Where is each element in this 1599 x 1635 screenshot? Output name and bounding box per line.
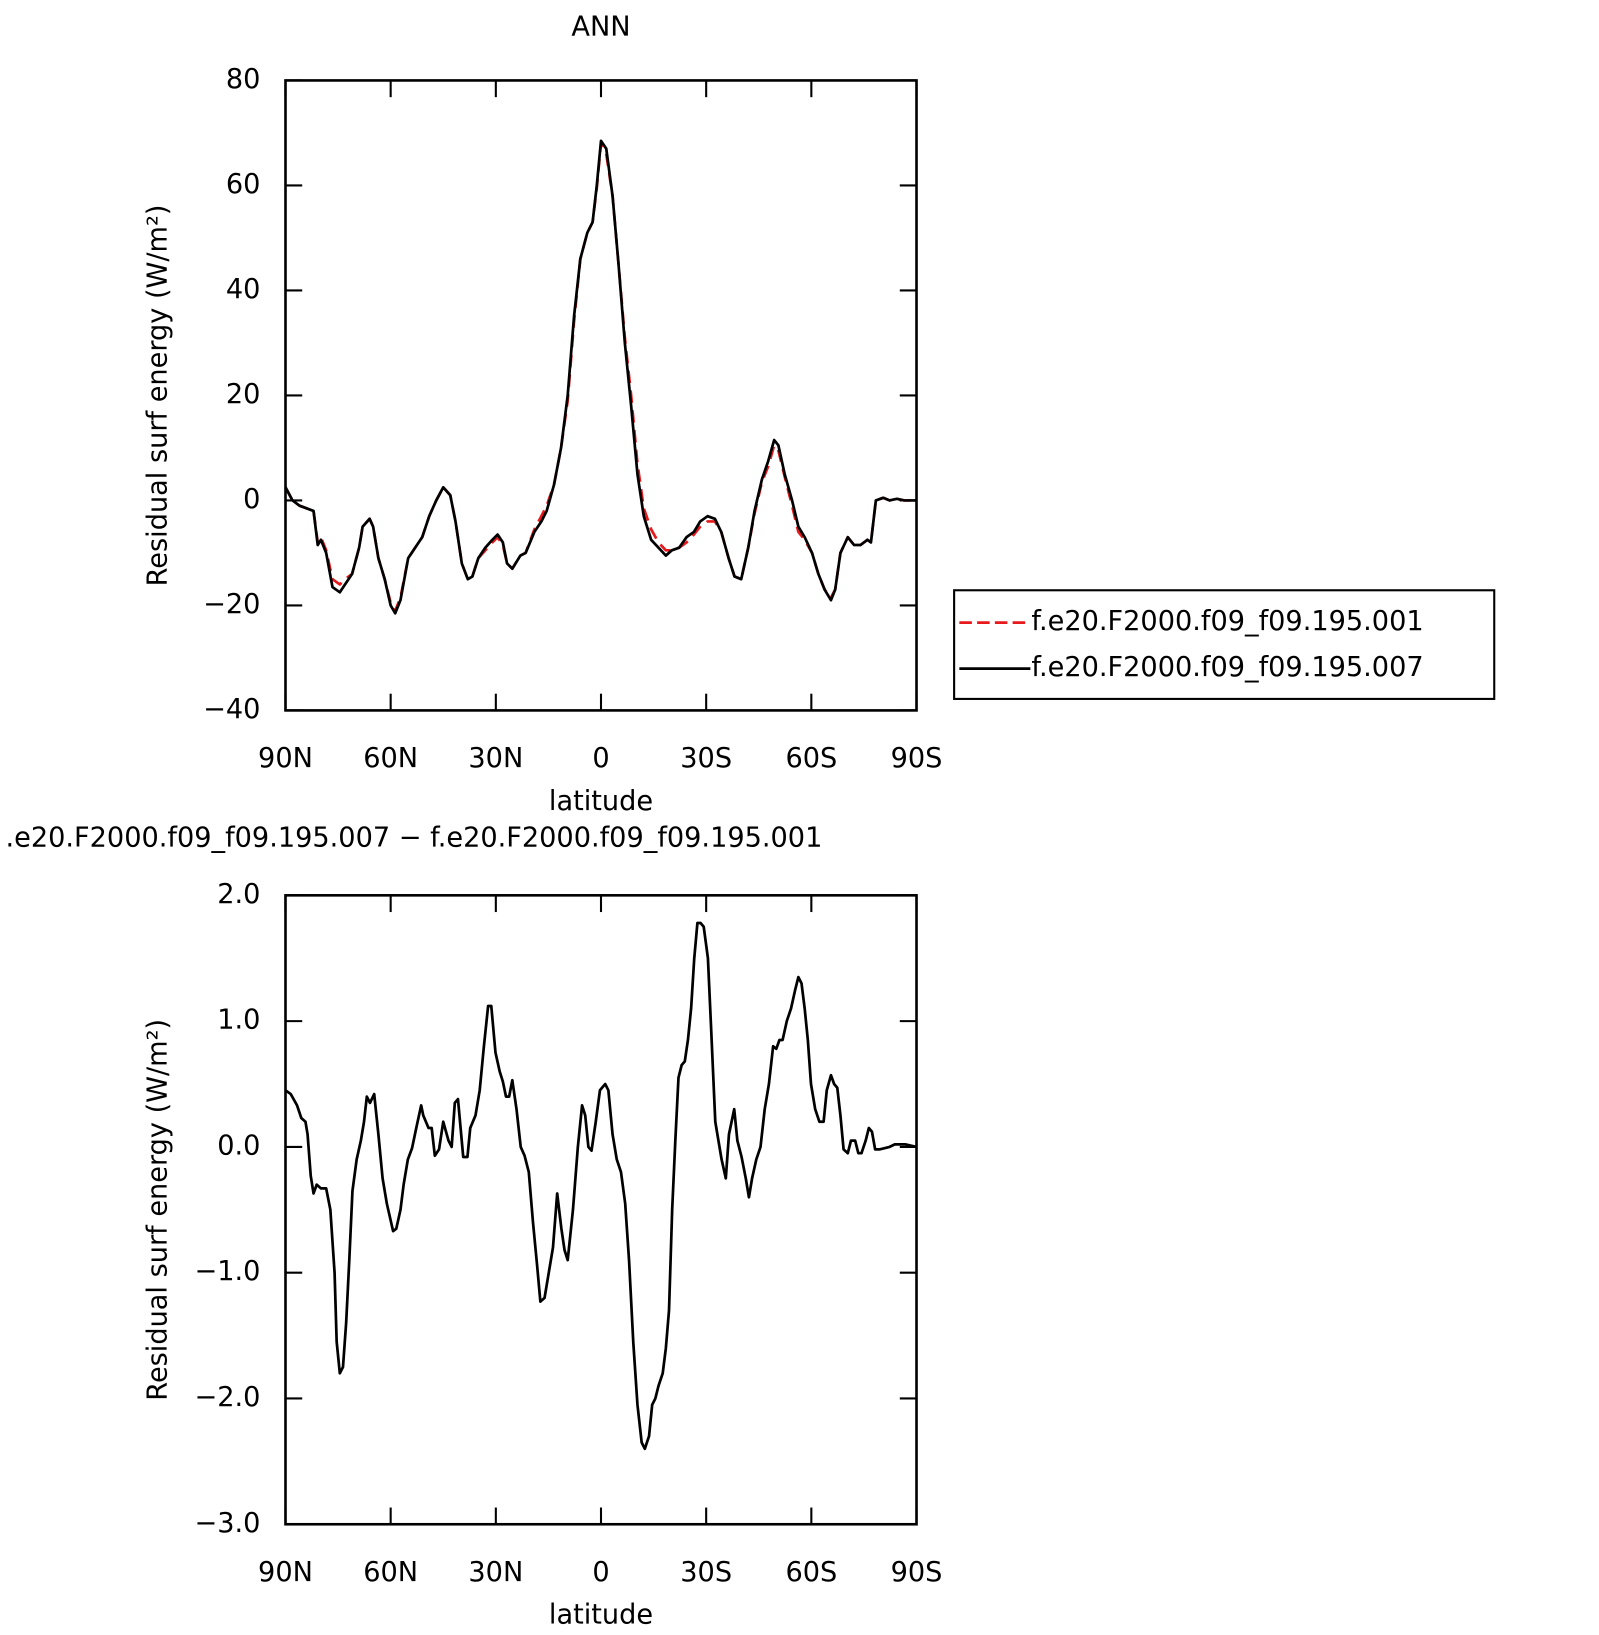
plot-frame [284,894,918,1526]
y-tick-label: −40 [203,694,260,725]
y-tick-label: −1.0 [194,1256,260,1287]
x-tick-label: 90N [258,743,313,774]
x-axis-label: latitude [549,1600,653,1631]
x-tick-label: 0 [592,1557,609,1588]
data-line [284,921,917,1451]
plot-frame [284,79,918,712]
x-tick-label: 90N [258,1557,313,1588]
data-line [284,139,917,615]
y-tick-label: 1.0 [217,1005,260,1036]
data-line [284,142,917,613]
chart-title: .e20.F2000.f09_f09.195.007 − f.e20.F2000… [6,822,823,853]
x-tick-label: 30S [680,743,732,774]
chart-title: ANN [571,12,630,43]
x-tick-label: 30S [680,1557,732,1588]
x-axis-label: latitude [549,786,653,817]
x-tick-label: 60N [363,743,418,774]
legend-label: f.e20.F2000.f09_f09.195.001 [1031,606,1423,637]
y-tick-label: 0.0 [217,1130,260,1161]
y-tick-label: 20 [226,379,261,410]
y-tick-label: −20 [203,589,260,620]
y-axis-label: Residual surf energy (W/m²) [143,205,174,587]
y-tick-label: −3.0 [194,1508,260,1539]
x-tick-label: 60S [785,743,837,774]
y-axis-label: Residual surf energy (W/m²) [143,1019,174,1401]
y-tick-label: 60 [226,169,261,200]
y-tick-label: 40 [226,274,261,305]
x-tick-label: 60N [363,1557,418,1588]
y-tick-label: 80 [226,64,261,95]
x-tick-label: 0 [592,743,609,774]
legend-box [953,589,1496,700]
x-tick-label: 30N [468,743,523,774]
y-tick-label: −2.0 [194,1382,260,1413]
y-tick-label: 2.0 [217,879,260,910]
x-tick-label: 30N [468,1557,523,1588]
x-tick-label: 60S [785,1557,837,1588]
legend-label: f.e20.F2000.f09_f09.195.007 [1031,652,1423,683]
y-tick-label: 0 [243,484,260,515]
x-tick-label: 90S [891,1557,943,1588]
x-tick-label: 90S [891,743,943,774]
